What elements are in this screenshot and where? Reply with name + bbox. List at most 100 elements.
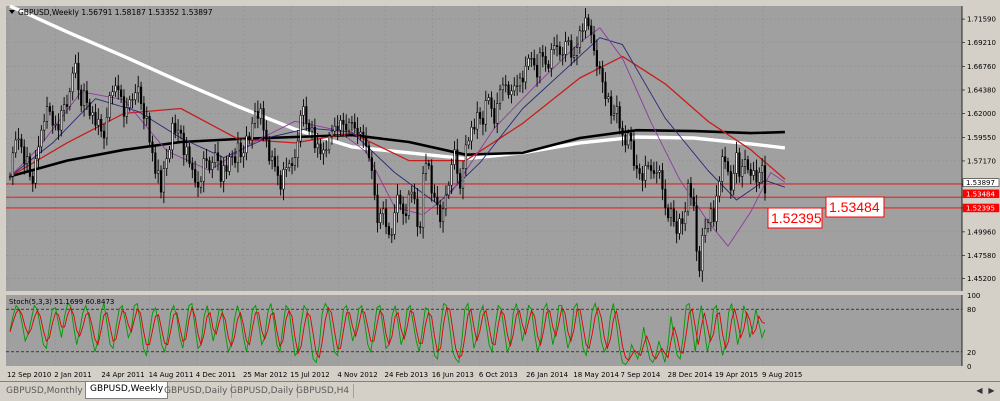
scroll-right-icon[interactable]: ▶: [988, 386, 995, 395]
candle-body: [533, 58, 536, 66]
moving-average-line: [9, 4, 786, 161]
candle-body: [325, 149, 328, 151]
candle-body: [461, 168, 465, 189]
candle-body: [14, 139, 17, 154]
candle-body: [439, 204, 442, 222]
stoch-plot-area[interactable]: [6, 295, 962, 366]
candle-body: [567, 40, 570, 42]
y-tick-label: 1.62000: [967, 110, 996, 118]
candle-body: [624, 134, 627, 146]
candle-body: [692, 196, 695, 207]
candle-body: [521, 77, 524, 83]
candle-body: [721, 156, 724, 182]
candle-body: [709, 208, 712, 223]
candle-body: [541, 52, 544, 57]
main-grid: [6, 6, 962, 291]
y-tick-label: 1.69210: [967, 39, 996, 47]
level-label-boxes: 1.52395 1.53484: [767, 196, 885, 229]
candle-body: [399, 194, 402, 205]
candle-body: [638, 168, 641, 174]
scroll-left-icon[interactable]: ◀: [976, 386, 983, 395]
tab-gbpusd-weekly[interactable]: GBPUSD,Weekly: [85, 382, 169, 399]
candle-body: [102, 130, 106, 139]
candle-body: [729, 171, 732, 191]
candle-body: [732, 173, 735, 191]
candle-body: [100, 119, 103, 132]
candle-body: [40, 129, 43, 148]
candle-body: [416, 198, 419, 227]
candle-body: [105, 117, 108, 139]
x-tick-label: 7 Sep 2014: [620, 371, 660, 379]
candle-body: [481, 118, 485, 125]
candle-body: [214, 152, 217, 163]
chart-header: GBPUSD,Weekly 1.56791 1.58187 1.53352 1.…: [9, 8, 213, 17]
candle-body: [484, 100, 487, 125]
price-tag-label: 1.52395: [966, 204, 995, 212]
candle-body: [467, 140, 470, 146]
candle-body: [336, 125, 339, 131]
candle-body: [285, 167, 288, 170]
candle-body: [610, 96, 613, 116]
candle-body: [459, 173, 462, 189]
chart-tab-bar: GBPUSD,Monthly GBPUSD,Weekly GBPUSD,Dail…: [0, 381, 1000, 401]
candle-body: [621, 127, 624, 136]
candle-body: [365, 136, 368, 147]
candle-body: [194, 169, 197, 183]
candle-body: [598, 65, 601, 69]
candle-body: [342, 120, 345, 125]
candle-body: [350, 121, 353, 124]
candle-body: [686, 182, 690, 213]
candle-body: [182, 132, 185, 156]
candle-body: [524, 65, 527, 83]
candle-body: [82, 90, 86, 106]
candle-body: [655, 172, 658, 174]
x-tick-label: 9 Aug 2015: [762, 371, 802, 379]
candle-body: [251, 122, 254, 141]
dropdown-triangle-icon[interactable]: [9, 10, 15, 14]
candle-body: [513, 85, 516, 92]
candle-body: [68, 91, 71, 107]
level-label-low: 1.52395: [771, 210, 822, 226]
candle-body: [63, 104, 66, 111]
price-axis: 1.71590 1.69210 1.66760 1.64380 1.62000 1.595…: [961, 6, 1000, 291]
candle-body: [54, 123, 57, 126]
candle-body: [535, 64, 539, 78]
x-tick-label: 14 Aug 2011: [149, 371, 194, 379]
candle-body: [188, 146, 191, 164]
candle-body: [48, 106, 51, 112]
candle-body: [419, 226, 422, 228]
candle-body: [145, 116, 148, 119]
candle-body: [122, 96, 126, 117]
candle-body: [382, 208, 385, 215]
candle-body: [487, 97, 490, 101]
candle-body: [724, 156, 727, 162]
candle-body: [647, 165, 650, 167]
candle-body: [208, 160, 211, 170]
tab-gbpusd-daily-2[interactable]: GBPUSD,Daily: [226, 384, 299, 398]
candlesticks: [8, 8, 767, 282]
candle-body: [94, 112, 97, 126]
tab-gbpusd-h4[interactable]: GBPUSD,H4: [292, 384, 355, 398]
candle-body: [211, 162, 214, 170]
candle-body: [43, 120, 46, 131]
candle-body: [678, 218, 681, 234]
candle-body: [85, 90, 89, 103]
candle-body: [641, 173, 644, 181]
tab-gbpusd-monthly[interactable]: GBPUSD,Monthly: [2, 384, 88, 398]
stoch-series-line: [9, 306, 766, 361]
candle-body: [174, 122, 177, 134]
candle-body: [114, 85, 117, 93]
candle-body: [741, 166, 744, 177]
candle-body: [185, 146, 188, 156]
tab-gbpusd-daily-1[interactable]: GBPUSD,Daily: [160, 384, 233, 398]
candle-body: [248, 135, 251, 141]
candle-body: [316, 143, 319, 149]
candle-body: [319, 143, 322, 155]
x-tick-label: 25 Mar 2012: [243, 371, 287, 379]
candle-body: [259, 108, 262, 119]
candle-body: [51, 111, 54, 126]
candle-body: [652, 170, 655, 174]
candle-body: [65, 104, 69, 107]
candle-body: [367, 145, 371, 158]
